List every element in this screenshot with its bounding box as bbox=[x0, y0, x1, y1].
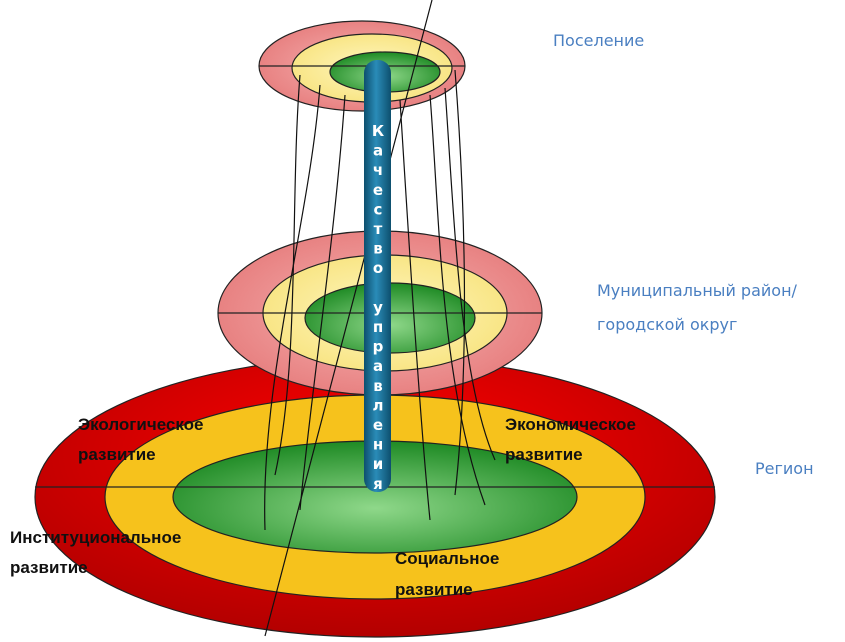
direction-label: развитие bbox=[505, 445, 583, 464]
direction-label: развитие bbox=[10, 558, 88, 577]
direction-label: Экономическое bbox=[505, 415, 636, 434]
level-label: городской округ bbox=[597, 315, 737, 334]
direction-label: Институциональное bbox=[10, 528, 181, 547]
direction-label: Социальное bbox=[395, 549, 499, 568]
direction-label: развитие bbox=[395, 580, 473, 599]
settlement-disk bbox=[259, 21, 465, 111]
diagram: Качество управления Поселение Муниципаль… bbox=[0, 0, 845, 642]
level-label: Муниципальный район/ bbox=[597, 281, 798, 300]
direction-label: Экологическое bbox=[78, 415, 204, 434]
level-label: Регион bbox=[755, 459, 814, 478]
direction-label: развитие bbox=[78, 445, 156, 464]
axis-label: Качество управления bbox=[369, 122, 387, 494]
level-label: Поселение bbox=[553, 31, 644, 50]
